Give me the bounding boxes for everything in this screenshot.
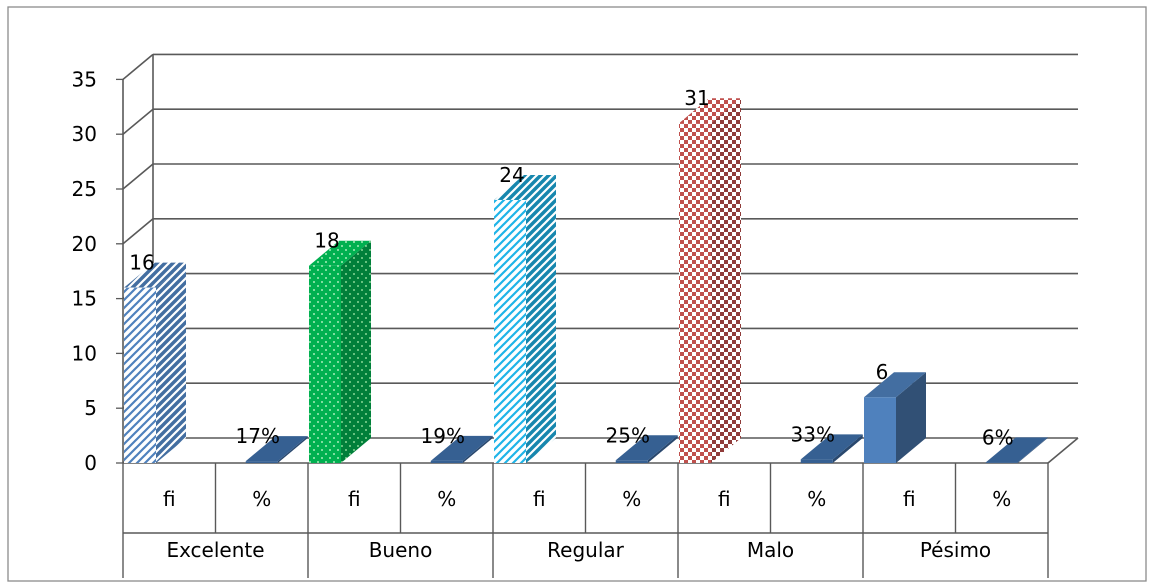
bar-front	[864, 397, 896, 463]
data-label: 17%	[236, 424, 280, 448]
bar-fi-bueno	[309, 240, 371, 463]
y-tick-label: 5	[84, 396, 97, 420]
bar-top	[679, 98, 741, 124]
bar-top	[245, 436, 308, 462]
y-tick-label: 10	[72, 341, 97, 365]
bar-fi-excelente	[124, 262, 186, 463]
bar-side	[832, 434, 863, 463]
y-tick-label: 30	[72, 122, 97, 146]
x-subcategory-label: %	[437, 487, 456, 511]
bar-side	[156, 262, 186, 463]
data-label: 31	[684, 86, 709, 110]
bar-front	[800, 459, 833, 463]
bar-top	[615, 435, 678, 461]
x-category-label: Regular	[547, 538, 624, 562]
bar-front	[430, 460, 463, 463]
y-tick-label: 35	[72, 67, 97, 91]
data-label: 25%	[606, 423, 650, 447]
data-label: 19%	[421, 424, 465, 448]
bar-fi-malo	[679, 98, 741, 464]
bar-side	[647, 435, 678, 463]
data-label: 6	[876, 360, 889, 384]
bar-side	[526, 174, 556, 463]
data-label: 18	[314, 229, 339, 253]
data-label: 16	[129, 251, 154, 275]
bar-front	[494, 199, 526, 463]
data-label: 24	[499, 163, 524, 187]
bar-percent-regular	[615, 435, 678, 463]
x-subcategory-label: fi	[348, 487, 361, 511]
y-tick-label: 0	[84, 451, 97, 475]
x-subcategory-label: %	[992, 487, 1011, 511]
bar-top	[124, 262, 186, 288]
gridline-side	[122, 108, 154, 135]
bar-front	[245, 461, 278, 463]
bar-front	[124, 287, 156, 463]
data-label: 6%	[982, 425, 1014, 449]
bar-fi-regular	[494, 174, 556, 463]
x-subcategory-label: %	[252, 487, 271, 511]
bar-top	[864, 372, 926, 398]
x-subcategory-label: fi	[903, 487, 916, 511]
x-category-label: Malo	[747, 538, 794, 562]
x-category-label: Pésimo	[920, 538, 991, 562]
bar-side	[711, 98, 741, 464]
bar-front	[679, 123, 711, 464]
bar-side	[896, 372, 926, 463]
bar-top	[494, 174, 556, 200]
bar-front	[615, 460, 648, 463]
bar-percent-bueno	[430, 435, 493, 463]
bar-front	[985, 462, 1018, 463]
x-category-label: Excelente	[166, 538, 264, 562]
x-category-label: Bueno	[369, 538, 433, 562]
data-label: 33%	[791, 422, 835, 446]
bar-top	[309, 240, 371, 266]
y-tick-label: 15	[72, 287, 97, 311]
bar-top	[800, 434, 863, 460]
bar-top	[430, 435, 493, 461]
gridline-side	[122, 53, 154, 81]
floor-right-edge	[1047, 437, 1079, 464]
x-subcategory-label: fi	[163, 487, 176, 511]
bar-front	[309, 265, 341, 463]
y-tick-label: 25	[72, 177, 97, 201]
bar-side	[341, 240, 371, 463]
x-subcategory-label: fi	[718, 487, 731, 511]
bar-top	[985, 437, 1048, 463]
gridline-side	[122, 163, 154, 190]
x-subcategory-label: %	[807, 487, 826, 511]
y-tick-label: 20	[72, 232, 97, 256]
bar-side	[1017, 437, 1048, 463]
bar-fi-pesimo	[864, 372, 926, 463]
bar-percent-excelente	[245, 436, 308, 463]
gridline-side	[122, 218, 154, 245]
bar-side	[462, 435, 493, 463]
bar-percent-pesimo	[985, 437, 1048, 463]
bar-percent-malo	[800, 434, 863, 463]
bar-side	[277, 436, 308, 463]
x-subcategory-label: fi	[533, 487, 546, 511]
x-subcategory-label: %	[622, 487, 641, 511]
chart-border	[7, 6, 1147, 582]
